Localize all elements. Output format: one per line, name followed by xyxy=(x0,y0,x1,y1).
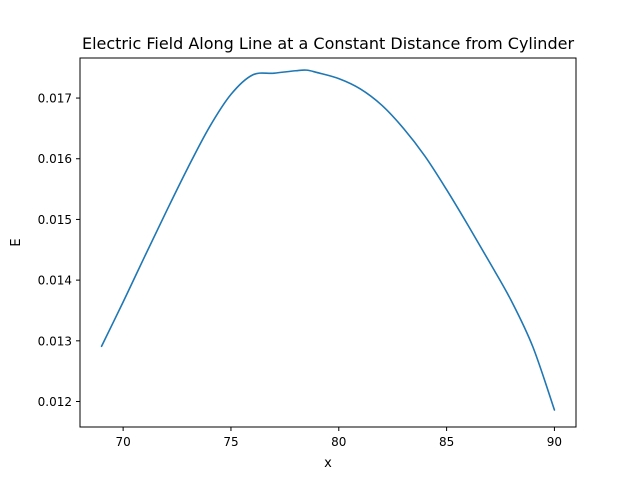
y-tick-label: 0.017 xyxy=(38,92,72,106)
series-layer xyxy=(100,69,556,411)
chart-title: Electric Field Along Line at a Constant … xyxy=(82,34,574,53)
ticks-layer: 70 75 80 85 90 0.012 0.013 0.014 0.015 0.016 0.017 xyxy=(38,92,562,449)
y-tick-label: 0.015 xyxy=(38,213,72,227)
x-tick-label: 90 xyxy=(547,435,562,449)
plot-frame xyxy=(79,57,577,428)
y-tick-label: 0.014 xyxy=(38,274,72,288)
y-axis-label: E xyxy=(9,238,24,246)
plot-area xyxy=(80,58,576,427)
x-tick-label: 80 xyxy=(331,435,346,449)
y-tick-label: 0.016 xyxy=(38,152,72,166)
y-tick-label: 0.012 xyxy=(38,395,72,409)
x-tick-label: 75 xyxy=(223,435,238,449)
x-axis-label: x xyxy=(324,456,332,471)
series-line xyxy=(100,69,556,411)
x-tick-label: 85 xyxy=(439,435,454,449)
x-tick-label: 70 xyxy=(115,435,130,449)
y-tick-label: 0.013 xyxy=(38,334,72,348)
